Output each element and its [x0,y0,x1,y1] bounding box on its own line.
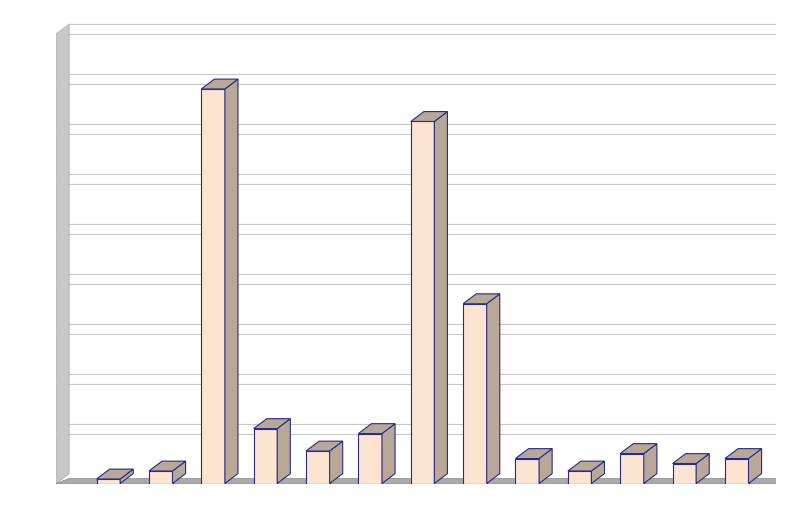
Polygon shape [173,461,186,484]
Polygon shape [515,459,539,484]
Polygon shape [725,459,749,484]
Polygon shape [56,478,789,484]
Polygon shape [725,449,762,459]
Polygon shape [749,449,762,484]
Polygon shape [306,441,342,451]
Polygon shape [120,469,134,484]
Polygon shape [410,122,434,484]
Polygon shape [620,454,644,484]
Polygon shape [410,112,447,122]
Polygon shape [149,471,173,484]
Polygon shape [358,424,395,434]
Polygon shape [306,451,330,484]
Polygon shape [515,449,552,459]
Polygon shape [673,464,696,484]
Polygon shape [225,80,238,484]
Polygon shape [644,444,657,484]
Polygon shape [202,90,225,484]
Polygon shape [673,454,710,464]
Polygon shape [330,441,342,484]
Polygon shape [568,471,591,484]
Polygon shape [486,294,500,484]
Polygon shape [620,444,657,454]
Polygon shape [382,424,395,484]
Polygon shape [358,434,382,484]
Polygon shape [278,419,290,484]
Polygon shape [463,304,486,484]
Polygon shape [591,461,605,484]
Polygon shape [97,469,134,479]
Polygon shape [434,112,447,484]
Polygon shape [539,449,552,484]
Polygon shape [254,419,290,429]
Polygon shape [202,80,238,90]
Polygon shape [568,461,605,471]
Polygon shape [254,429,278,484]
Polygon shape [696,454,710,484]
Polygon shape [149,461,186,471]
Polygon shape [463,294,500,304]
Polygon shape [97,479,120,484]
Polygon shape [56,25,69,484]
